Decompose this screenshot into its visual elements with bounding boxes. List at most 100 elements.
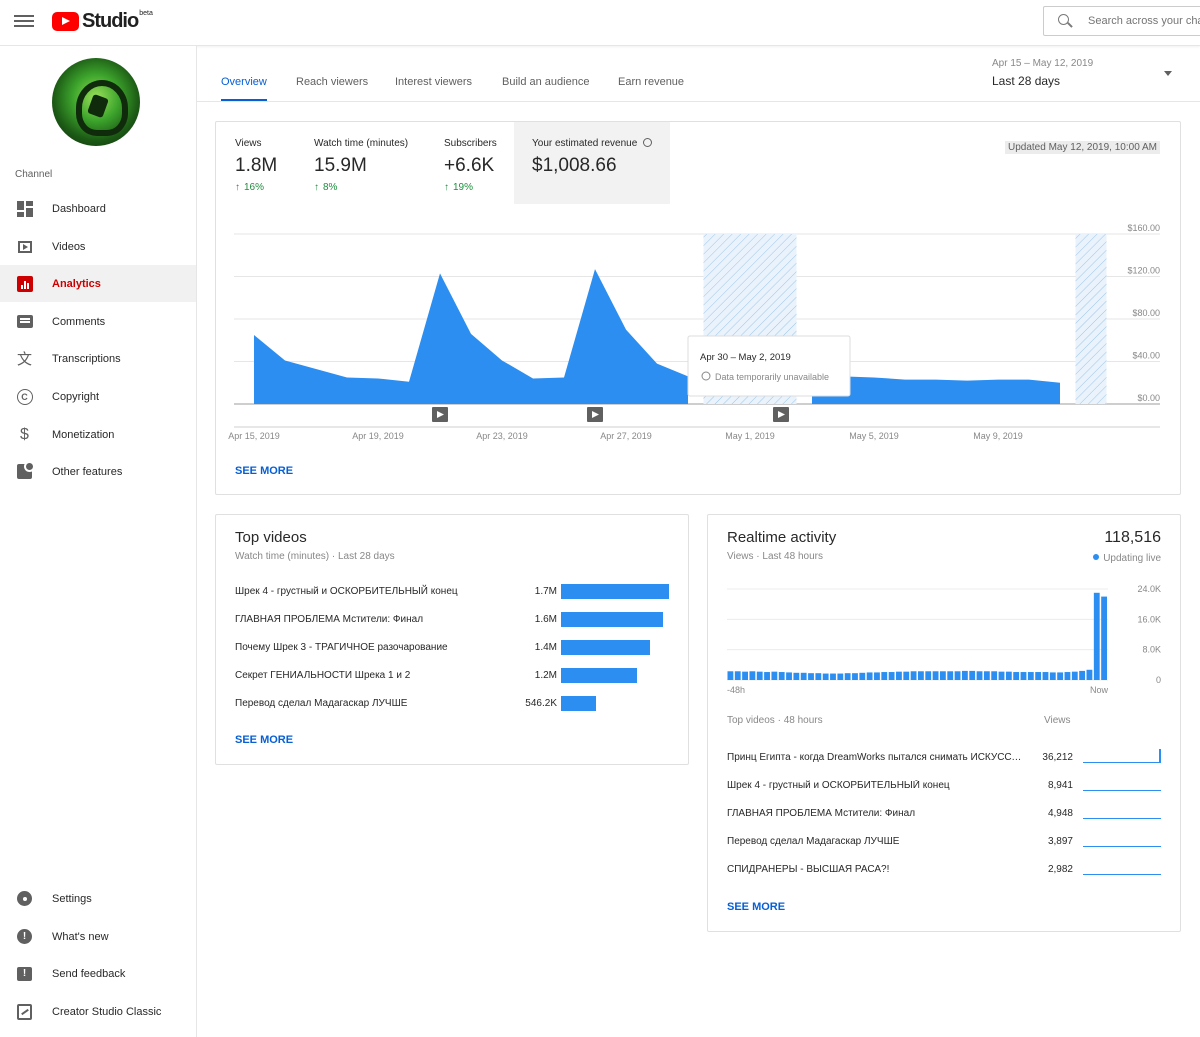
- realtime-bar: [1071, 671, 1078, 680]
- realtime-video-row[interactable]: Шрек 4 - грустный и ОСКОРБИТЕЛЬНЫЙ конец…: [727, 777, 1162, 795]
- realtime-bar: [874, 672, 880, 680]
- youtube-play-logo-icon: [52, 11, 79, 31]
- realtime-video-row[interactable]: Принц Египта - когда DreamWorks пытался …: [727, 749, 1162, 767]
- realtime-video-row[interactable]: ГЛАВНАЯ ПРОБЛЕМА Мстители: Финал 4,948: [727, 805, 1162, 823]
- realtime-bar: [866, 672, 873, 680]
- realtime-video-row[interactable]: СПИДРАНЕРЫ - ВЫСШАЯ РАСА?! 2,982: [727, 861, 1162, 879]
- y-tick-label: $160.00: [1127, 223, 1160, 233]
- youtube-studio-logo[interactable]: Studio beta: [52, 9, 153, 33]
- channel-avatar[interactable]: [52, 58, 140, 146]
- top-video-row[interactable]: Перевод сделал Мадагаскар ЛУЧШЕ 546.2K: [235, 695, 675, 713]
- realtime-sparkline: [1083, 874, 1161, 875]
- card-title: Realtime activity: [727, 529, 837, 546]
- realtime-bar: [1035, 672, 1042, 680]
- sidebar-item-label: Send feedback: [52, 967, 126, 980]
- overview-card: Views 1.8M ↑ 16% Watch time (minutes) 15.…: [215, 121, 1181, 495]
- x-tick-label: May 5, 2019: [849, 431, 899, 441]
- sidebar-item-label: Comments: [52, 315, 106, 328]
- updating-live-indicator: Updating live: [1093, 553, 1161, 564]
- tab-interest-viewers[interactable]: Interest viewers: [395, 76, 473, 88]
- sidebar-item-label: Analytics: [52, 277, 101, 290]
- realtime-bar: [932, 671, 939, 680]
- top-video-row[interactable]: Шрек 4 - грустный и ОСКОРБИТЕЛЬНЫЙ конец…: [235, 583, 675, 601]
- metric-value: 15.9M: [314, 155, 367, 176]
- top-video-row[interactable]: Почему Шрек 3 - ТРАГИЧНОЕ разочарование 1…: [235, 639, 675, 657]
- x-tick-label: Apr 27, 2019: [600, 431, 652, 441]
- metric-views[interactable]: Views 1.8M ↑ 16%: [235, 122, 277, 204]
- sidebar-item-comments[interactable]: Comments: [0, 303, 196, 340]
- sidebar-item-other-features[interactable]: Other features: [0, 453, 196, 490]
- sidebar-item-label: Creator Studio Classic: [52, 1005, 162, 1018]
- tooltip-title: Apr 30 – May 2, 2019: [700, 352, 791, 363]
- x-tick-label: May 1, 2019: [725, 431, 775, 441]
- card-subtitle: Views · Last 48 hours: [727, 551, 823, 562]
- top-video-row[interactable]: Секрет ГЕНИАЛЬНОСТИ Шрека 1 и 2 1.2M: [235, 667, 675, 685]
- play-icon: [592, 411, 599, 418]
- realtime-bar: [976, 671, 983, 680]
- comments-icon: [16, 313, 33, 330]
- see-more-link[interactable]: SEE MORE: [235, 734, 294, 746]
- y-tick-label: $80.00: [1132, 308, 1160, 318]
- search-box[interactable]: [1043, 6, 1200, 36]
- sidebar-item-monetization[interactable]: $ Monetization: [0, 416, 196, 453]
- metric-subscribers[interactable]: Subscribers +6.6K ↑ 19%: [444, 122, 497, 204]
- realtime-bar: [1013, 672, 1020, 680]
- sidebar-item-transcriptions[interactable]: 文 Transcriptions: [0, 340, 196, 377]
- metric-delta-value: 16%: [244, 182, 265, 193]
- top-bar: Studio beta: [0, 0, 1200, 46]
- videos-icon: [16, 238, 33, 255]
- realtime-video-value: 3,897: [1047, 836, 1073, 847]
- sidebar-item-analytics[interactable]: Analytics: [0, 265, 196, 302]
- metric-label: Views: [235, 138, 262, 149]
- tab-reach-viewers[interactable]: Reach viewers: [296, 76, 369, 88]
- date-range-picker[interactable]: Apr 15 – May 12, 2019 Last 28 days: [992, 58, 1093, 88]
- realtime-bar: [778, 672, 785, 680]
- see-more-link[interactable]: SEE MORE: [235, 465, 294, 477]
- sidebar-item-label: Transcriptions: [52, 352, 121, 365]
- realtime-bar: [734, 671, 741, 680]
- x-tick-label: Now: [1090, 685, 1109, 695]
- realtime-bar: [983, 671, 990, 680]
- sidebar-item-label: Videos: [52, 240, 86, 253]
- sidebar-item-videos[interactable]: Videos: [0, 228, 196, 265]
- realtime-bar: [903, 671, 910, 680]
- top-video-value: 546.2K: [525, 698, 557, 709]
- sidebar-item-creator-studio-classic[interactable]: Creator Studio Classic: [0, 993, 196, 1030]
- search-input[interactable]: [1088, 15, 1200, 27]
- analytics-tabs: Overview Reach viewers Interest viewers …: [197, 46, 1200, 102]
- sidebar-item-settings[interactable]: Settings: [0, 880, 196, 917]
- sidebar-item-dashboard[interactable]: Dashboard: [0, 190, 196, 227]
- top-video-bar: [561, 584, 669, 599]
- hamburger-menu-icon[interactable]: [14, 13, 34, 29]
- sidebar-item-label: Copyright: [52, 390, 100, 403]
- metric-label: Watch time (minutes): [314, 138, 409, 149]
- realtime-bar: [954, 671, 961, 680]
- y-tick-label: $120.00: [1127, 266, 1160, 276]
- metric-watch-time[interactable]: Watch time (minutes) 15.9M ↑ 8%: [314, 122, 408, 204]
- see-more-link[interactable]: SEE MORE: [727, 901, 786, 913]
- realtime-bar: [969, 670, 976, 680]
- top-video-row[interactable]: ГЛАВНАЯ ПРОБЛЕМА Мстители: Финал 1.6M: [235, 611, 675, 629]
- realtime-video-title: ГЛАВНАЯ ПРОБЛЕМА Мстители: Финал: [727, 808, 916, 819]
- realtime-bar: [764, 672, 770, 680]
- date-range-label: Last 28 days: [992, 74, 1061, 88]
- sidebar-item-whats-new[interactable]: ! What's new: [0, 918, 196, 955]
- play-icon: [778, 411, 785, 418]
- chevron-down-icon[interactable]: [1164, 71, 1172, 76]
- search-icon[interactable]: [1058, 14, 1072, 28]
- tab-overview[interactable]: Overview: [221, 76, 267, 102]
- sidebar-item-send-feedback[interactable]: ! Send feedback: [0, 955, 196, 992]
- realtime-bar: [991, 671, 998, 680]
- realtime-video-title: Принц Египта - когда DreamWorks пытался …: [727, 752, 1022, 763]
- feedback-icon: !: [16, 965, 33, 982]
- realtime-bar: [947, 671, 954, 680]
- realtime-bar: [1042, 672, 1049, 680]
- metric-revenue[interactable]: Your estimated revenue $1,008.66: [514, 122, 670, 204]
- y-tick-label: $0.00: [1137, 393, 1160, 403]
- tab-build-an-audience[interactable]: Build an audience: [502, 76, 590, 88]
- realtime-video-row[interactable]: Перевод сделал Мадагаскар ЛУЧШЕ 3,897: [727, 833, 1162, 851]
- sidebar-item-copyright[interactable]: C Copyright: [0, 378, 196, 415]
- tooltip-note: Data temporarily unavailable: [715, 372, 829, 382]
- updated-badge: Updated May 12, 2019, 10:00 AM: [1005, 141, 1160, 154]
- tab-earn-revenue[interactable]: Earn revenue: [618, 76, 685, 88]
